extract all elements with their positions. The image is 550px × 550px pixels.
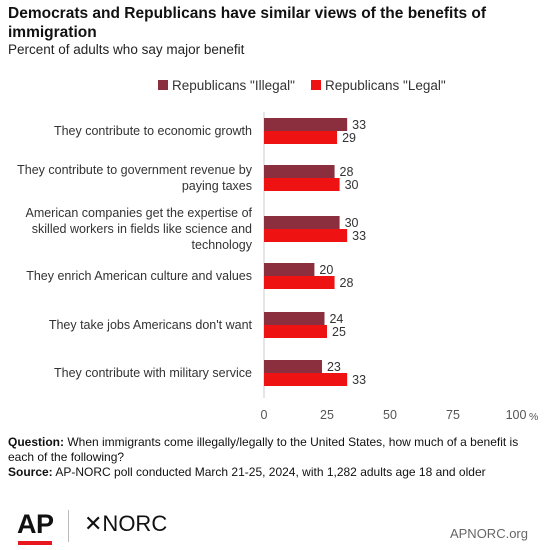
category-label: American companies get the expertise of — [25, 206, 252, 220]
data-label: 33 — [352, 373, 366, 387]
ap-logo: AP — [17, 509, 54, 539]
bar-0 — [264, 312, 325, 325]
bar-0 — [264, 216, 340, 229]
chart-subtitle: Percent of adults who say major benefit — [8, 42, 245, 57]
footnote: Question: When immigrants come illegally… — [8, 435, 538, 480]
bar-chart: Republicans "Illegal" Republicans "Legal"… — [17, 78, 538, 423]
source-text: AP-NORC poll conducted March 21-25, 2024… — [52, 465, 486, 479]
bar-1 — [264, 373, 348, 386]
bar-1 — [264, 178, 340, 191]
bar-1 — [264, 276, 335, 289]
question-label: Question: — [8, 435, 64, 449]
bar-1 — [264, 229, 348, 242]
footer — [0, 500, 550, 550]
data-label: 25 — [332, 325, 346, 339]
data-label: 28 — [340, 165, 354, 179]
question-note: Question: When immigrants come illegally… — [8, 435, 538, 465]
category-label: They enrich American culture and values — [26, 269, 252, 283]
legend-swatch-0 — [158, 80, 168, 90]
category-label: They take jobs Americans don't want — [49, 318, 253, 332]
question-text: When immigrants come illegally/legally t… — [8, 435, 519, 464]
data-label: 24 — [329, 312, 343, 326]
x-tick-label: 50 — [383, 408, 397, 422]
data-label: 28 — [340, 276, 354, 290]
category-label: technology — [192, 238, 253, 252]
x-tick-label: 25 — [320, 408, 334, 422]
logo-divider — [68, 510, 69, 542]
source-note: Source: AP-NORC poll conducted March 21-… — [8, 465, 538, 480]
data-label: 23 — [327, 360, 341, 374]
data-label: 30 — [345, 178, 359, 192]
bar-0 — [264, 165, 335, 178]
bar-1 — [264, 131, 338, 144]
legend-swatch-1 — [311, 80, 321, 90]
x-unit-label: % — [529, 411, 538, 423]
norc-logo: ✕NORC — [84, 511, 168, 536]
source-site-link[interactable]: APNORC.org — [449, 526, 528, 541]
legend-label-1: Republicans "Legal" — [325, 78, 446, 93]
bar-0 — [264, 263, 315, 276]
data-label: 29 — [342, 131, 356, 145]
data-label: 20 — [319, 263, 333, 277]
category-label: They contribute to government revenue by — [17, 163, 253, 177]
chart-title: Democrats and Republicans have similar v… — [8, 5, 487, 41]
bar-0 — [264, 118, 348, 131]
ap-logo-underline — [18, 541, 52, 545]
data-label: 33 — [352, 229, 366, 243]
category-label: They contribute with military service — [54, 366, 252, 380]
category-label: skilled workers in fields like science a… — [32, 222, 252, 236]
data-label: 33 — [352, 118, 366, 132]
bar-0 — [264, 360, 322, 373]
category-label: They contribute to economic growth — [54, 124, 252, 138]
legend-label-0: Republicans "Illegal" — [172, 78, 295, 93]
data-label: 30 — [345, 216, 359, 230]
source-label: Source: — [8, 465, 53, 479]
category-label: paying taxes — [182, 179, 252, 193]
x-tick-label: 0 — [261, 408, 268, 422]
x-tick-label: 100 — [506, 408, 527, 422]
bar-1 — [264, 325, 327, 338]
x-tick-label: 75 — [446, 408, 460, 422]
